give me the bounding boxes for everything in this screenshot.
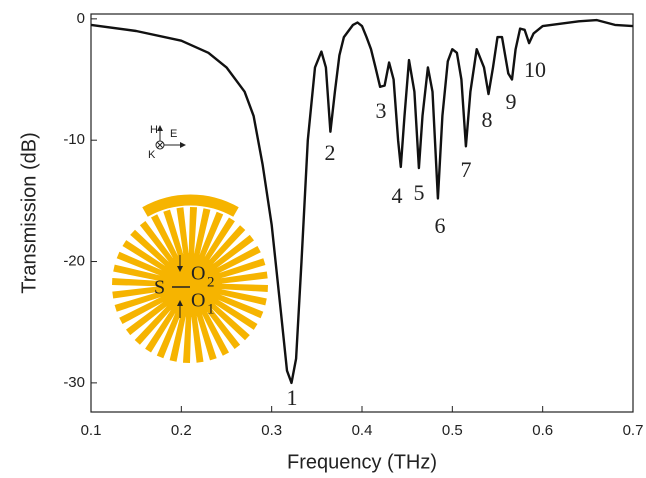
- inset-spoke: [210, 234, 254, 271]
- x-tick-label: 0.3: [261, 422, 282, 439]
- peak-label: 1: [287, 385, 298, 410]
- y-tick-label: -30: [63, 374, 85, 391]
- inset-spoke: [113, 264, 164, 282]
- peak-label: 2: [325, 140, 336, 165]
- inset-spoke: [217, 283, 268, 292]
- inset-spoke: [216, 288, 267, 306]
- peak-label: 9: [506, 89, 517, 114]
- peak-label: 10: [524, 57, 546, 82]
- inset-arrow-in-head: [177, 266, 183, 272]
- x-tick-label: 0.1: [81, 422, 102, 439]
- peak-label: 7: [461, 157, 472, 182]
- peak-label: 8: [482, 107, 493, 132]
- pol-h: H: [150, 124, 158, 136]
- pol-e: E: [170, 128, 177, 140]
- y-axis-title: Transmission (dB): [18, 132, 40, 294]
- inset-spoke: [176, 207, 189, 258]
- inset-arrow-out-head: [177, 300, 183, 306]
- inset-spoke: [214, 293, 264, 319]
- inset-output-sub: 2: [207, 274, 215, 290]
- k-cross: [156, 141, 164, 149]
- inset-spoke: [195, 310, 217, 361]
- inset-output: O: [191, 290, 205, 312]
- inset-spoke: [112, 286, 163, 299]
- peak-label: 5: [414, 180, 425, 205]
- inset-spoke: [200, 308, 229, 356]
- pol-k: K: [148, 149, 156, 161]
- inset-arc: [142, 194, 239, 217]
- inset-spoke: [126, 299, 170, 336]
- inset-output-sub: 1: [207, 301, 215, 317]
- y-tick-label: 0: [77, 10, 85, 27]
- inset-spoke: [213, 246, 261, 275]
- inset-spoke: [206, 225, 246, 267]
- x-tick-label: 0.7: [623, 422, 644, 439]
- x-tick-label: 0.4: [352, 422, 373, 439]
- inset-spoke: [183, 312, 192, 363]
- inset-spoke: [202, 217, 235, 263]
- peak-label: 6: [435, 213, 446, 238]
- inset-spoke: [188, 207, 197, 258]
- inset-source: S: [154, 277, 165, 299]
- inset-spoke: [116, 251, 166, 277]
- inset-spoke: [169, 311, 187, 362]
- x-tick-label: 0.2: [171, 422, 192, 439]
- x-tick-label: 0.5: [442, 422, 463, 439]
- inset-spoke: [119, 295, 167, 324]
- inset-core: [158, 253, 222, 317]
- x-tick-label: 0.6: [532, 422, 553, 439]
- inset-spoke: [130, 229, 172, 269]
- inset-spoke: [112, 278, 163, 287]
- data-line: [90, 18, 634, 385]
- inset-spoke: [122, 240, 168, 273]
- inset-spoke: [215, 258, 266, 280]
- x-axis-title: Frequency (THz): [287, 451, 437, 473]
- inset-spoke: [145, 307, 178, 353]
- inset-output: O: [191, 263, 205, 285]
- inset-spoke: [193, 208, 211, 259]
- inset-spoke: [134, 303, 174, 345]
- y-tick-label: -20: [63, 253, 85, 270]
- peak-label: 3: [376, 98, 387, 123]
- inset-spoke: [208, 301, 250, 341]
- inset-spoke: [139, 221, 176, 265]
- inset-spoke: [191, 312, 204, 363]
- inset-spoke: [163, 209, 185, 260]
- inset-spoke: [212, 297, 258, 330]
- inset-spoke: [156, 309, 182, 359]
- peak-label: 4: [392, 183, 403, 208]
- inset-spoke: [151, 214, 180, 262]
- e-arrow-head: [180, 142, 186, 148]
- h-arrow-head: [157, 125, 163, 131]
- inset-spoke: [114, 290, 165, 312]
- inset-spoke: [204, 305, 241, 349]
- inset-spoke: [217, 271, 268, 284]
- inset-spoke: [198, 211, 224, 261]
- y-tick-label: -10: [63, 131, 85, 148]
